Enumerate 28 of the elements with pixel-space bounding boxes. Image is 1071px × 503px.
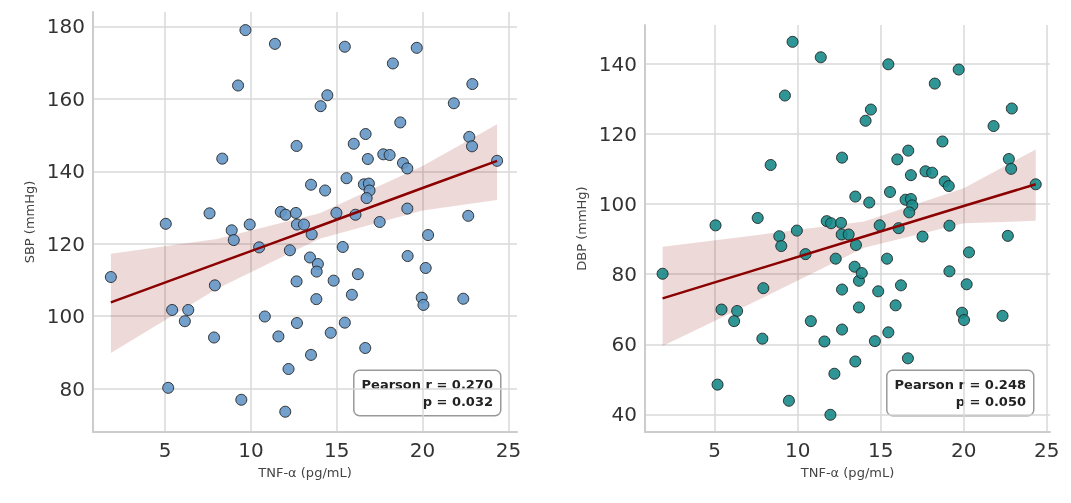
x-tick-label: 10 — [238, 438, 264, 462]
y-tick-label: 160 — [46, 86, 85, 111]
x-axis-title: TNF-α (pg/mL) — [257, 465, 352, 480]
x-tick-label: 5 — [158, 438, 172, 462]
y-tick-label: 40 — [611, 402, 637, 427]
y-tick-label: 140 — [46, 159, 85, 184]
y-tick-label: 100 — [46, 304, 85, 329]
y-tick-label: 80 — [59, 376, 85, 401]
x-tick-label: 15 — [324, 438, 350, 462]
x-tick-label: 20 — [409, 438, 436, 462]
y-tick-label: 180 — [46, 14, 85, 39]
x-tick-label: 10 — [784, 438, 811, 462]
y-axis-title: DBP (mmHg) — [573, 186, 589, 271]
y-axis-title: SBP (mmHg) — [21, 180, 37, 264]
x-tick-label: 25 — [495, 438, 522, 462]
y-tick-label: 80 — [611, 262, 637, 287]
y-tick-label: 60 — [611, 332, 637, 357]
x-tick-label: 15 — [867, 438, 894, 462]
x-tick-label: 5 — [708, 438, 722, 462]
x-axis-title: TNF-α (pg/mL) — [799, 465, 895, 480]
y-tick-label: 100 — [598, 191, 637, 216]
y-tick-label: 120 — [598, 121, 637, 146]
x-tick-label: 20 — [950, 438, 977, 462]
y-tick-label: 120 — [46, 231, 85, 256]
annotation: Pearson r = 0.248 p = 0.050 — [894, 377, 1026, 409]
annotation: Pearson r = 0.270 p = 0.032 — [361, 377, 493, 409]
x-tick-label: 25 — [1033, 438, 1060, 462]
y-tick-label: 140 — [598, 51, 637, 76]
